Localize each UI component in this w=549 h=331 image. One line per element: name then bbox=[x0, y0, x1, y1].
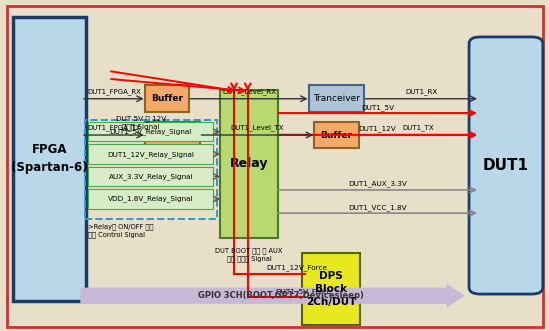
FancyBboxPatch shape bbox=[145, 85, 189, 112]
FancyArrow shape bbox=[81, 285, 463, 307]
Text: DPS
Block
2Ch/DUT: DPS Block 2Ch/DUT bbox=[306, 271, 356, 307]
Text: DUT1_5V_Force: DUT1_5V_Force bbox=[276, 288, 332, 295]
Text: DUT1: DUT1 bbox=[483, 158, 529, 173]
Text: Buffer: Buffer bbox=[151, 94, 183, 103]
FancyBboxPatch shape bbox=[469, 37, 543, 294]
Text: DUT1_FPGA_TX: DUT1_FPGA_TX bbox=[87, 124, 141, 131]
Text: DUT1_Level_TX: DUT1_Level_TX bbox=[231, 124, 284, 131]
Text: DUT1_12V_Force: DUT1_12V_Force bbox=[266, 264, 327, 271]
Text: GPIO 3CH(BOOT,GP17,Devicesleep): GPIO 3CH(BOOT,GP17,Devicesleep) bbox=[198, 291, 363, 300]
Text: DUT1_RX: DUT1_RX bbox=[405, 88, 438, 95]
Text: DUT1_FPGA_RX: DUT1_FPGA_RX bbox=[87, 88, 141, 95]
FancyBboxPatch shape bbox=[145, 122, 200, 148]
Text: DUT1_Level_RX: DUT1_Level_RX bbox=[222, 88, 276, 95]
Text: FPGA
(Spartan-6): FPGA (Spartan-6) bbox=[12, 143, 88, 174]
Text: Relay: Relay bbox=[230, 157, 268, 170]
FancyBboxPatch shape bbox=[88, 189, 213, 209]
Text: Tranceiver: Tranceiver bbox=[146, 130, 199, 139]
Text: DUT1_12V_Relay_Signal: DUT1_12V_Relay_Signal bbox=[107, 151, 194, 158]
FancyBboxPatch shape bbox=[88, 122, 213, 141]
Text: DUT1_VCC_1.8V: DUT1_VCC_1.8V bbox=[348, 204, 407, 211]
Text: Tranceiver: Tranceiver bbox=[313, 94, 360, 103]
FancyBboxPatch shape bbox=[302, 253, 360, 325]
Text: DUT1_5V: DUT1_5V bbox=[361, 104, 394, 111]
FancyBboxPatch shape bbox=[7, 6, 543, 327]
FancyBboxPatch shape bbox=[88, 144, 213, 164]
FancyBboxPatch shape bbox=[309, 85, 364, 112]
Text: AUX_3.3V_Relay_Signal: AUX_3.3V_Relay_Signal bbox=[109, 173, 193, 180]
Text: DUT1_5V_Relay_Signal: DUT1_5V_Relay_Signal bbox=[110, 128, 192, 135]
Text: Buffer: Buffer bbox=[321, 130, 352, 139]
Text: DUT1_AUX_3.3V: DUT1_AUX_3.3V bbox=[348, 181, 407, 187]
Text: DUT1_12V: DUT1_12V bbox=[358, 125, 396, 132]
Text: DUT 5V 및 12V
스위치 Signal: DUT 5V 및 12V 스위치 Signal bbox=[116, 115, 166, 130]
FancyBboxPatch shape bbox=[13, 17, 87, 301]
Text: VDD_1.8V_Relay_Signal: VDD_1.8V_Relay_Signal bbox=[108, 196, 193, 202]
Text: DUT BOOT 전압 및 AUX
전압 스위치 Signal: DUT BOOT 전압 및 AUX 전압 스위치 Signal bbox=[215, 247, 283, 262]
Text: >Relay를 ON/OFF 하기
위한 Control Signal: >Relay를 ON/OFF 하기 위한 Control Signal bbox=[88, 223, 153, 238]
FancyBboxPatch shape bbox=[220, 90, 278, 238]
FancyBboxPatch shape bbox=[88, 167, 213, 186]
Text: DUT1_TX: DUT1_TX bbox=[403, 124, 434, 131]
FancyBboxPatch shape bbox=[315, 122, 358, 148]
